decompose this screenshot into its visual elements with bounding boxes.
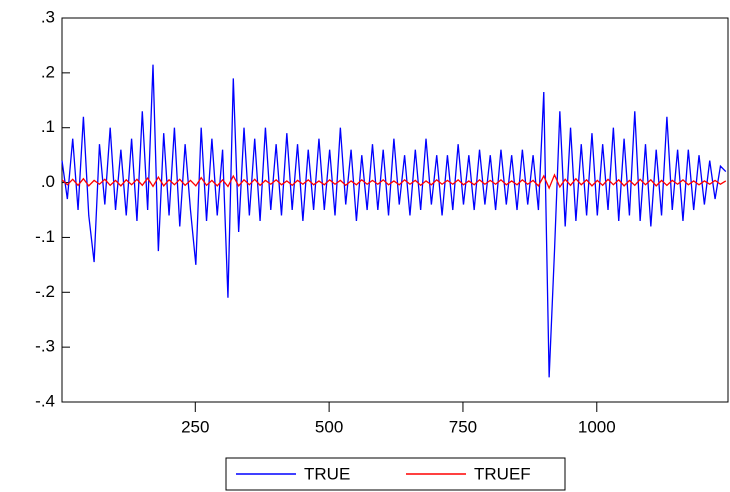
y-tick-label: -.2 [35,282,55,301]
y-tick-label: .2 [41,62,55,81]
y-tick-label: .3 [41,7,55,26]
x-tick-label: 500 [315,417,343,436]
plot-frame [61,17,729,403]
series-line [61,173,727,190]
y-tick-label: -.4 [35,391,55,410]
y-tick-label: .0 [41,172,55,191]
y-tick-label: .1 [41,117,55,136]
legend-label: TRUE [304,464,350,483]
legend-label: TRUEF [474,464,531,483]
x-tick-label: 750 [449,417,477,436]
y-tick-label: -.1 [35,227,55,246]
x-tick-label: 250 [181,417,209,436]
y-tick-label: -.3 [35,337,55,356]
legend: TRUE TRUEF [225,457,566,491]
series-line [61,64,727,378]
x-tick-label: 1000 [578,417,616,436]
